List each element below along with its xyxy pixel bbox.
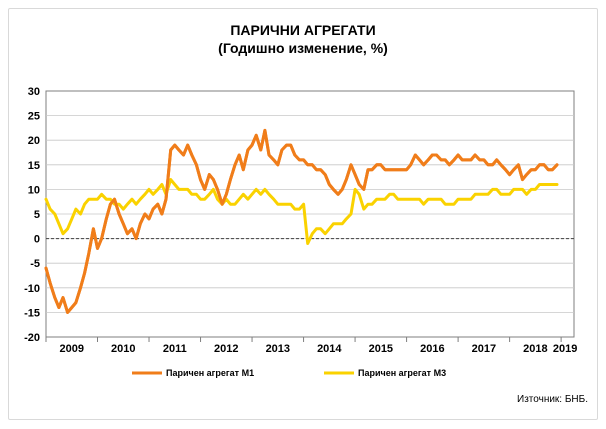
x-tick-label: 2014 bbox=[317, 343, 342, 355]
legend-label-m3: Паричен агрегат М3 bbox=[358, 368, 446, 378]
chart-title: ПАРИЧНИ АГРЕГАТИ bbox=[230, 22, 376, 38]
x-tick-label: 2009 bbox=[60, 343, 84, 355]
y-tick-label: -5 bbox=[30, 258, 40, 270]
y-tick-label: 5 bbox=[34, 209, 40, 221]
y-tick-label: -10 bbox=[24, 283, 40, 295]
legend-label-m1: Паричен агрегат М1 bbox=[166, 368, 254, 378]
y-tick-label: 20 bbox=[28, 135, 40, 147]
x-tick-label: 2012 bbox=[214, 343, 238, 355]
x-tick-label: 2011 bbox=[163, 343, 187, 355]
y-tick-label: 25 bbox=[28, 111, 40, 123]
series-line-m1-overlay bbox=[44, 128, 559, 314]
y-tick-label: 10 bbox=[28, 184, 40, 196]
series-line-m3 bbox=[44, 178, 559, 245]
x-tick-label: 2013 bbox=[266, 343, 290, 355]
y-tick-label: 30 bbox=[28, 86, 40, 98]
y-tick-label: -15 bbox=[24, 307, 40, 319]
x-tick-label: 2017 bbox=[472, 343, 496, 355]
x-tick-label: 2018 bbox=[523, 343, 547, 355]
source-note: Източник: БНБ. bbox=[517, 394, 588, 405]
x-tick-label: 2015 bbox=[369, 343, 393, 355]
chart-subtitle: (Годишно изменение, %) bbox=[218, 40, 388, 56]
y-tick-label: 15 bbox=[28, 160, 40, 172]
y-tick-label: 0 bbox=[34, 234, 40, 246]
x-tick-label: 2016 bbox=[420, 343, 444, 355]
y-tick-label: -20 bbox=[24, 332, 40, 344]
x-tick-label: 2019 bbox=[553, 343, 577, 355]
x-tick-label: 2010 bbox=[111, 343, 135, 355]
